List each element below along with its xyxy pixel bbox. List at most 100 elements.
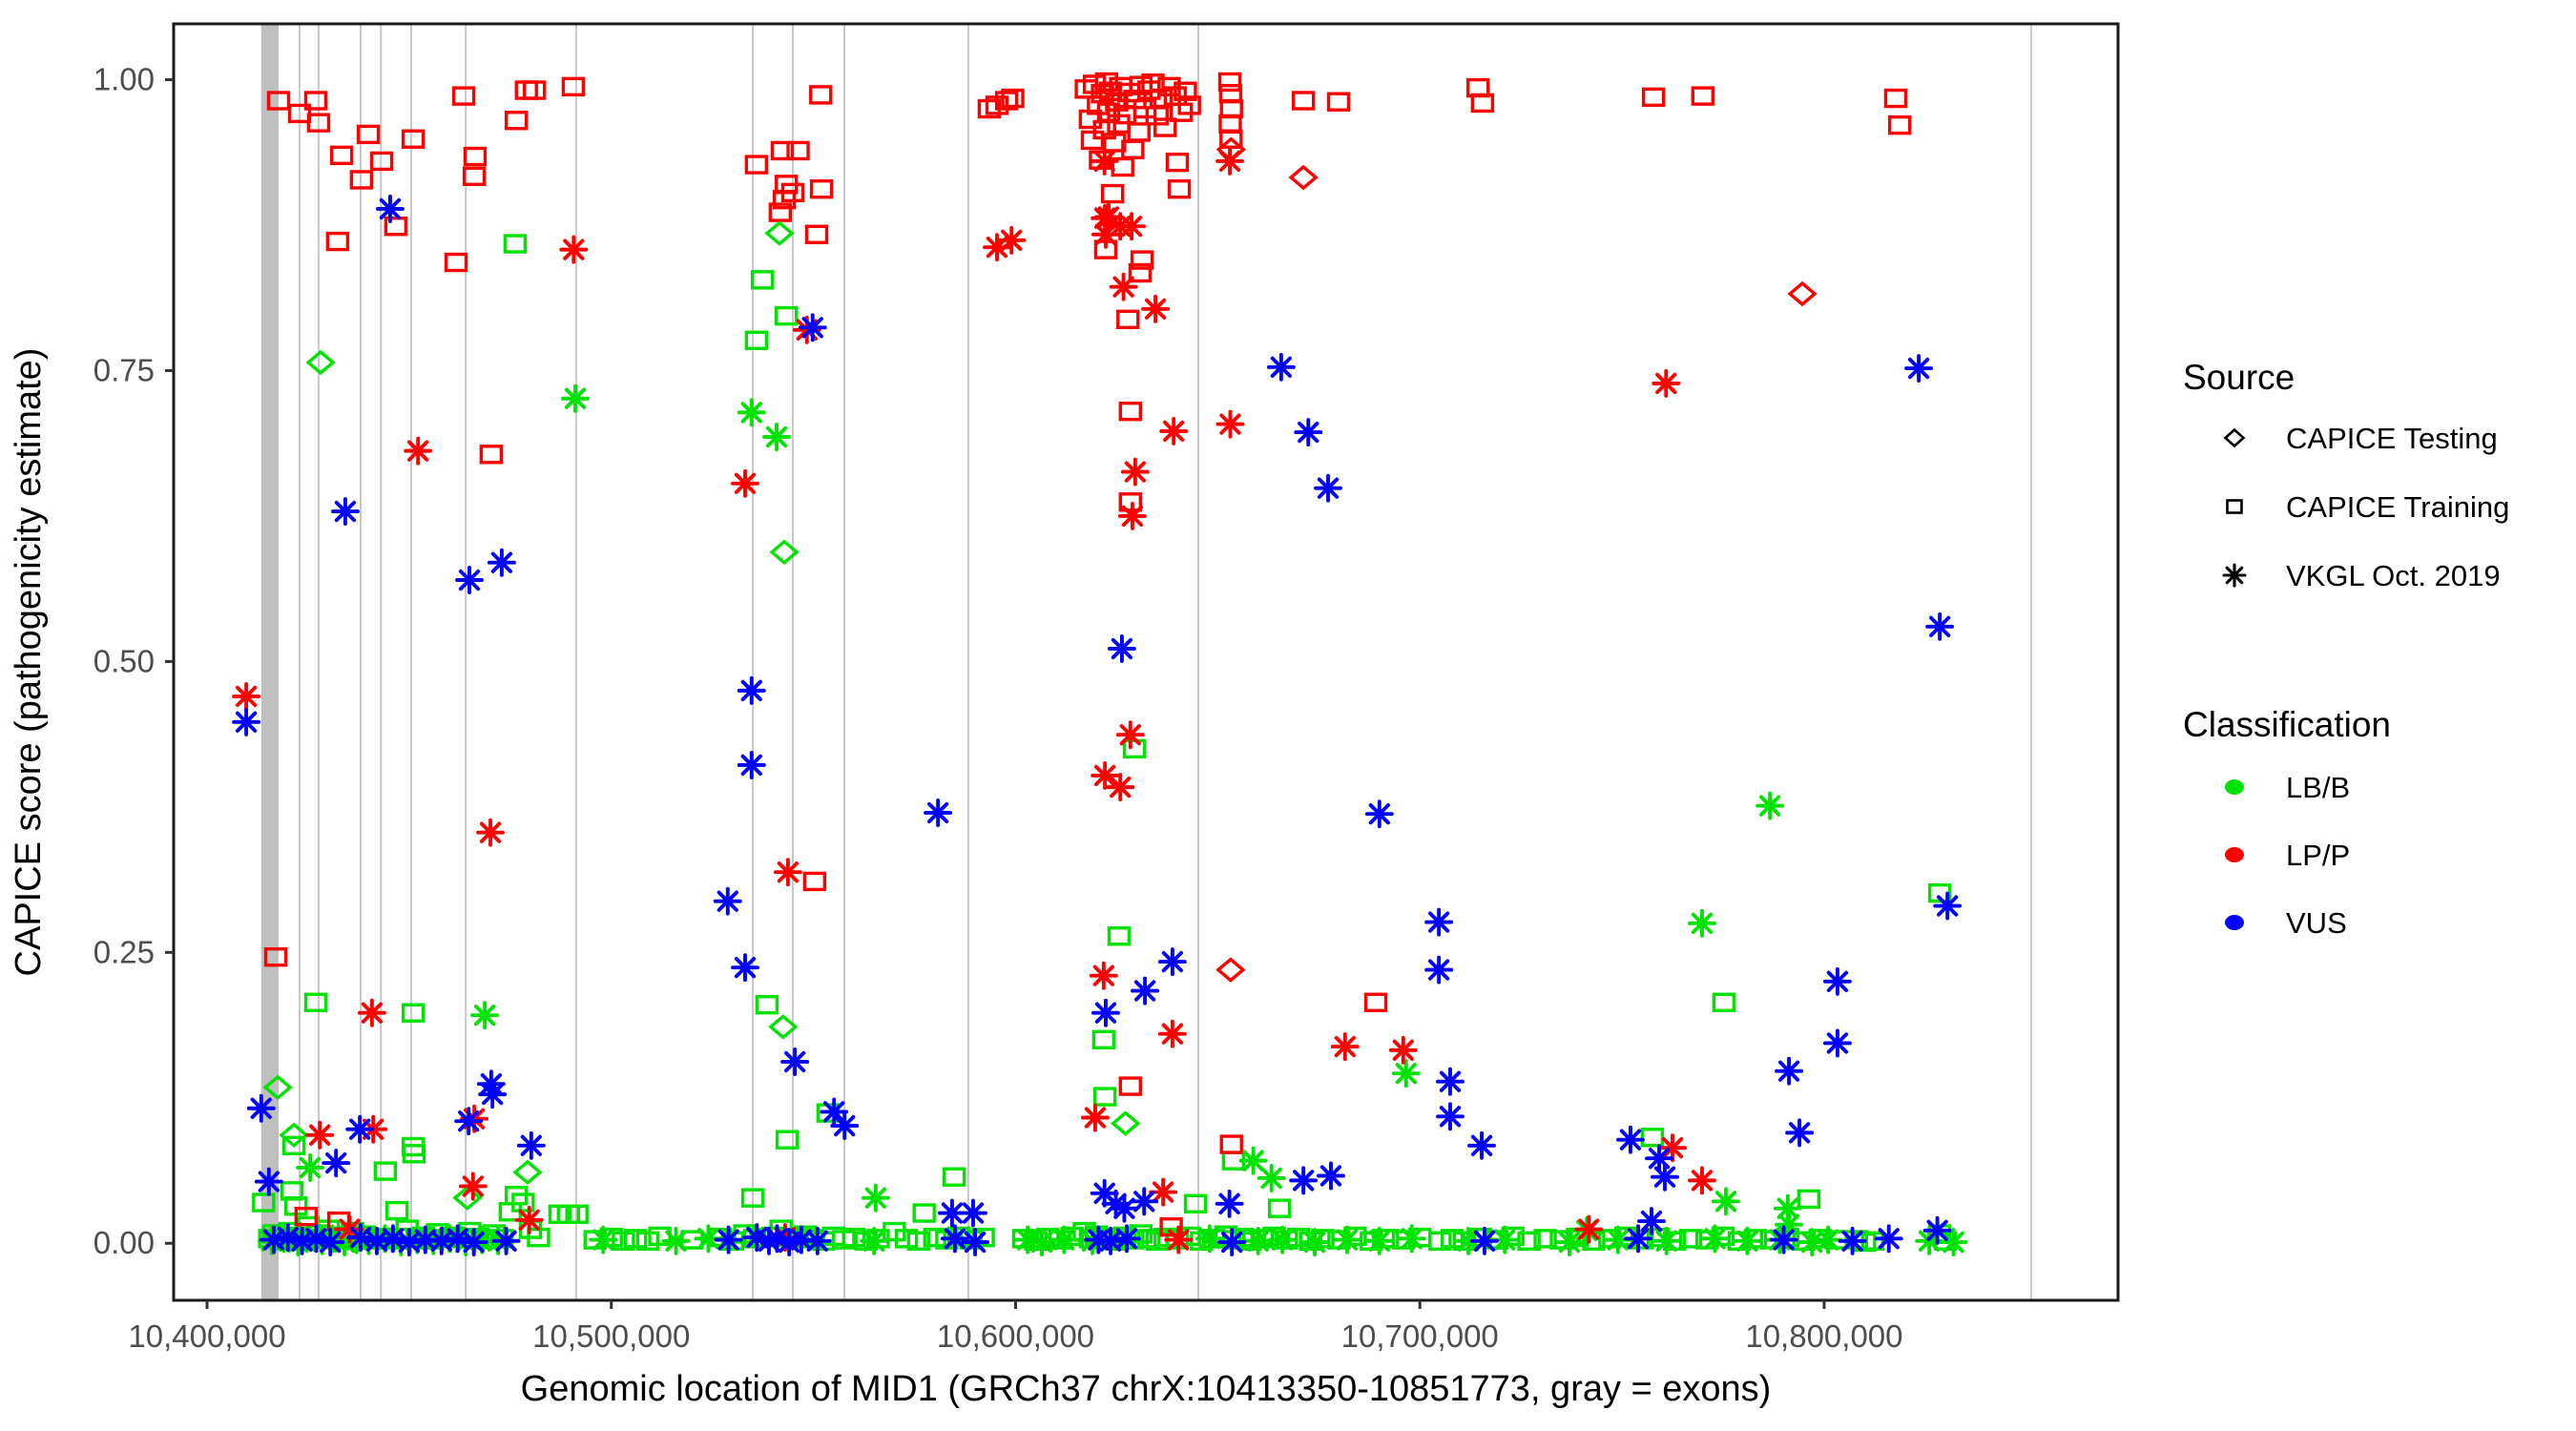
data-point-square [263, 946, 288, 967]
data-point-square [1219, 98, 1243, 119]
data-point-asterisk [516, 1130, 546, 1160]
data-point-square [1091, 1029, 1116, 1049]
data-point-asterisk [316, 1228, 345, 1256]
data-point-asterisk [1300, 1228, 1329, 1256]
data-point-diamond [279, 1122, 309, 1149]
data-point-asterisk [394, 1228, 424, 1256]
legend-classification-title: Classification [2183, 705, 2391, 744]
data-point-asterisk [296, 1153, 325, 1182]
data-point-square [1167, 178, 1192, 199]
y-tick-label: 0.25 [93, 934, 155, 969]
data-point-square [770, 140, 795, 161]
data-point-asterisk [487, 548, 516, 577]
data-point-asterisk [1330, 1032, 1360, 1062]
data-point-asterisk [1624, 1224, 1652, 1254]
data-point-asterisk [780, 1047, 810, 1076]
data-point-asterisk [1637, 1207, 1666, 1236]
data-point-asterisk [1769, 1225, 1798, 1255]
legend-source-title: Source [2183, 358, 2295, 397]
data-point-asterisk [561, 384, 590, 413]
diamond-icon [2223, 427, 2246, 448]
data-point-asterisk [1130, 1187, 1159, 1216]
data-point-square [786, 140, 810, 161]
data-point-asterisk [1289, 1166, 1319, 1195]
data-point-asterisk [1117, 212, 1147, 241]
data-point-square [561, 76, 586, 97]
data-point-square [294, 1206, 319, 1227]
y-axis-title: CAPICE score (pathogenicity estimate) [9, 348, 49, 977]
data-point-asterisk [940, 1224, 969, 1254]
classification-dot-icon [2225, 847, 2244, 862]
data-point-square [401, 1003, 426, 1023]
x-tick-label: 10,400,000 [128, 1318, 285, 1354]
series-capice-training-lp-p [263, 72, 1912, 1237]
data-point-asterisk [762, 1224, 792, 1254]
data-point-asterisk [1266, 352, 1296, 382]
data-point-asterisk [1925, 612, 1955, 641]
legend: Source CAPICE Testing CAPICE Training VKGL… [2183, 358, 2509, 940]
x-axis-title: Genomic location of MID1 (GRCh37 chrX:10… [521, 1369, 1772, 1409]
data-point-square [1712, 992, 1736, 1012]
data-point-asterisk [661, 1226, 691, 1255]
asterisk-icon [2222, 563, 2247, 588]
data-point-square [1219, 129, 1243, 149]
data-point-square [384, 217, 408, 237]
data-point-asterisk [1215, 1189, 1244, 1218]
data-point-square [1118, 1076, 1143, 1096]
data-point-asterisk [1424, 907, 1454, 937]
data-point-asterisk [514, 1205, 544, 1234]
data-point-asterisk [861, 1183, 890, 1213]
data-point-square [266, 91, 291, 111]
data-point-diamond [452, 1185, 483, 1211]
data-point-square [1470, 93, 1495, 114]
data-point-asterisk [1091, 760, 1120, 790]
data-point-square [780, 182, 805, 203]
data-point-asterisk [1555, 1228, 1584, 1256]
data-point-diamond [764, 220, 795, 246]
data-point-asterisk [1785, 1118, 1815, 1148]
data-point-square [740, 1188, 765, 1208]
data-point-asterisk [458, 1172, 488, 1201]
legend-item-label: VUS [2286, 906, 2347, 940]
data-point-asterisk [1755, 791, 1785, 820]
data-point-square [635, 1231, 660, 1251]
data-point-asterisk [491, 1226, 521, 1255]
data-point-asterisk [1131, 976, 1160, 1006]
data-point-asterisk [1364, 1226, 1394, 1255]
data-point-asterisk [459, 1228, 488, 1256]
legend-item-capice-testing: CAPICE Testing [2223, 422, 2498, 455]
data-point-square [306, 113, 331, 133]
data-point-asterisk [1028, 1228, 1056, 1256]
data-point-asterisk [737, 750, 766, 779]
data-point-square [514, 80, 538, 100]
exon-bands [260, 24, 2032, 1300]
data-point-square [1128, 262, 1153, 283]
data-point-asterisk [1712, 1187, 1740, 1216]
data-point-asterisk [330, 497, 360, 527]
data-point-square [1092, 1087, 1117, 1107]
data-point-asterisk [1470, 1226, 1499, 1255]
data-point-asterisk [376, 194, 405, 223]
data-point-asterisk [259, 1225, 288, 1255]
data-point-asterisk [478, 1080, 508, 1110]
data-point-square [768, 202, 793, 222]
data-point-square [802, 871, 827, 892]
data-point-square [1129, 75, 1153, 95]
data-point-square [303, 91, 328, 111]
data-point-diamond [1215, 957, 1246, 983]
data-point-asterisk [1243, 1226, 1273, 1255]
legend-item-label: CAPICE Testing [2286, 422, 2498, 455]
data-point-asterisk [714, 1225, 743, 1255]
data-point-square [1887, 114, 1912, 135]
data-point-asterisk [1117, 501, 1147, 530]
data-point-square [1326, 92, 1351, 112]
series-capice-testing-lp-p [1215, 136, 1818, 983]
series-capice-training-lb-b [252, 234, 1958, 1253]
data-point-asterisk [1112, 1224, 1141, 1254]
data-point-square [1177, 95, 1201, 115]
data-point-asterisk [345, 1114, 375, 1144]
x-axis: 10,400,000 10,500,000 10,600,000 10,700,000… [128, 1300, 1903, 1354]
data-point-asterisk [1106, 773, 1135, 802]
